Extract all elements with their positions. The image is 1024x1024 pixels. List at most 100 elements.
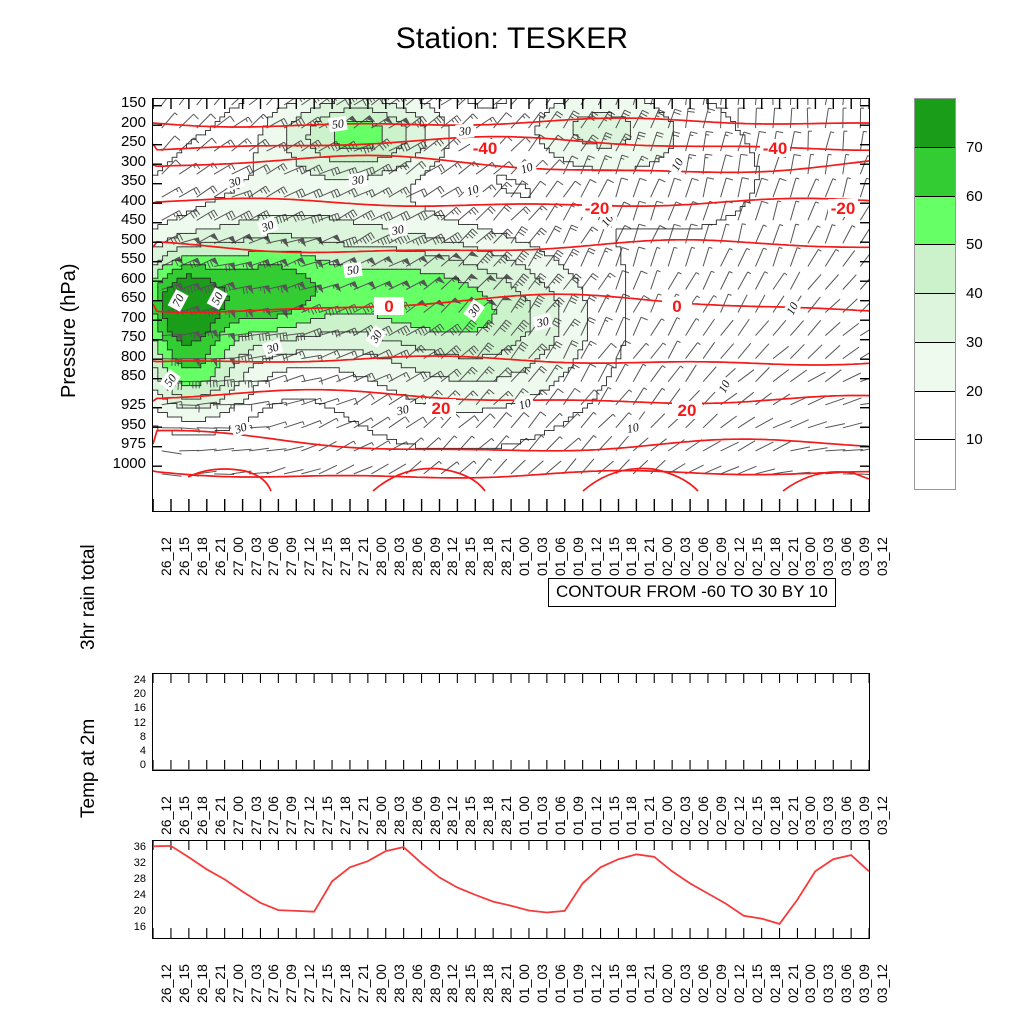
temperature-time-tick: 26_15 <box>175 964 192 1003</box>
colorbar-tick: 60 <box>966 187 983 205</box>
cross-section-time-tick: 28_21 <box>498 537 515 576</box>
pressure-tick: 550 <box>120 250 146 267</box>
rain-time-tick: 02_21 <box>784 796 801 835</box>
rain-time-tick: 28_00 <box>372 796 389 835</box>
rain-plot[interactable] <box>152 673 870 771</box>
temperature-axis-label: Temp at 2m <box>78 718 99 818</box>
pressure-tick: 450 <box>120 211 146 228</box>
pressure-tick: 850 <box>120 367 146 384</box>
pressure-tick: 350 <box>120 172 146 189</box>
temperature-time-tick: 28_12 <box>444 964 461 1003</box>
rain-time-tick: 02_00 <box>659 796 676 835</box>
temperature-time-tick: 01_18 <box>623 964 640 1003</box>
temperature-time-tick: 01_12 <box>587 964 604 1003</box>
contour-note: CONTOUR FROM -60 TO 30 BY 10 <box>548 578 836 607</box>
rain-time-tick: 03_03 <box>820 796 837 835</box>
cross-section-time-tick: 27_12 <box>301 537 318 576</box>
rain-time-tick: 03_09 <box>856 796 873 835</box>
colorbar-band <box>915 99 955 148</box>
temperature-tick: 20 <box>133 905 146 917</box>
cross-section-time-tick: 28_12 <box>444 537 461 576</box>
rain-tick: 24 <box>133 674 146 686</box>
colorbar-band <box>915 196 955 246</box>
temperature-plot[interactable] <box>152 840 870 939</box>
cross-section-time-tick: 28_09 <box>426 537 443 576</box>
cross-section-time-tick: 01_06 <box>551 537 568 576</box>
colorbar-band <box>915 294 955 343</box>
colorbar-band <box>915 391 955 441</box>
rain-tick: 8 <box>139 730 146 743</box>
pressure-tick: 750 <box>120 328 146 345</box>
rain-time-tick: 28_21 <box>498 796 515 835</box>
temperature-time-tick: 02_00 <box>659 964 676 1003</box>
temperature-time-tick: 27_12 <box>301 964 318 1003</box>
rain-tick: 16 <box>133 702 146 715</box>
temperature-canvas <box>152 841 870 938</box>
temperature-time-tick: 27_15 <box>319 964 336 1003</box>
rain-time-tick: 01_00 <box>516 796 532 835</box>
colorbar-tick: 50 <box>966 236 983 254</box>
temperature-time-tick: 27_06 <box>265 964 282 1003</box>
cross-section-y-axis: 150 200 250 300 350 400 450 500 550 600 650 700 750 8… <box>88 92 146 512</box>
cross-section-time-tick: 03_00 <box>802 537 819 576</box>
cross-section-time-tick: 03_09 <box>856 537 873 576</box>
cross-section-plot[interactable]: 50 30 30 30 10 10 10 10 30 30 70 50 50 30 30 30 50 30 30 10… <box>152 98 870 512</box>
rain-time-tick: 01_12 <box>587 796 604 835</box>
temperature-time-tick: 02_12 <box>730 964 747 1003</box>
pressure-tick: 200 <box>120 113 146 131</box>
temperature-time-tick: 03_00 <box>802 964 819 1003</box>
temperature-time-tick: 28_21 <box>498 964 515 1003</box>
cross-section-time-tick: 01_03 <box>533 537 550 576</box>
rain-x-axis: 26_12 26_15 26_18 26_21 27_00 27_03 27_06 27_09… <box>152 775 890 837</box>
cross-section-time-tick: 28_00 <box>372 537 389 576</box>
rain-time-tick: 28_15 <box>462 796 479 835</box>
page-title: Station: TESKER <box>395 22 629 55</box>
cross-section-time-tick: 27_15 <box>319 537 336 576</box>
cross-section-time-tick: 01_12 <box>587 537 604 576</box>
temperature-time-tick: 03_06 <box>838 964 855 1003</box>
temperature-time-tick: 27_18 <box>337 964 353 1003</box>
temperature-time-tick: 02_06 <box>695 964 711 1003</box>
temperature-time-tick: 02_09 <box>712 964 729 1003</box>
rain-time-tick: 27_21 <box>354 796 371 835</box>
temperature-time-tick: 27_00 <box>229 964 246 1003</box>
colorbar-tick: 40 <box>966 285 983 302</box>
rain-time-tick: 03_00 <box>802 796 819 835</box>
pressure-tick: 250 <box>120 133 146 150</box>
temperature-time-tick: 02_21 <box>784 964 801 1003</box>
rain-time-tick: 01_18 <box>623 796 640 835</box>
temperature-time-tick: 27_03 <box>247 964 264 1003</box>
temperature-tick: 24 <box>133 889 146 901</box>
rain-time-tick: 26_12 <box>158 796 174 835</box>
rain-time-tick: 26_15 <box>175 796 192 835</box>
rain-time-tick: 01_06 <box>551 796 568 835</box>
cross-section-time-tick: 02_21 <box>784 537 801 576</box>
cross-section-time-tick: 02_18 <box>766 537 783 576</box>
temperature-time-tick: 01_00 <box>516 964 532 1003</box>
temperature-time-tick: 03_03 <box>820 964 837 1003</box>
pressure-tick: 400 <box>120 191 146 209</box>
rain-time-tick: 01_21 <box>641 796 658 835</box>
rain-axis-label: 3hr rain total <box>78 544 99 650</box>
rain-time-tick: 27_06 <box>265 796 282 835</box>
rain-time-tick: 01_15 <box>605 796 622 835</box>
cross-section-time-tick: 28_06 <box>408 537 425 576</box>
temperature-time-tick: 27_21 <box>354 964 371 1003</box>
cross-section-time-tick: 27_09 <box>283 537 300 576</box>
rain-time-tick: 02_15 <box>748 796 765 835</box>
rain-time-tick: 01_03 <box>533 796 550 835</box>
temperature-time-tick: 26_21 <box>211 964 228 1003</box>
pressure-tick: 150 <box>120 94 146 111</box>
rain-canvas <box>152 674 870 771</box>
rain-time-tick: 28_18 <box>480 796 497 835</box>
temperature-time-tick: 26_18 <box>193 964 210 1003</box>
pressure-tick: 500 <box>120 230 146 248</box>
rain-time-tick: 27_09 <box>283 796 300 835</box>
cross-section-time-tick: 02_03 <box>677 537 694 576</box>
temperature-time-tick: 01_21 <box>641 964 658 1003</box>
pressure-tick: 650 <box>120 289 146 306</box>
rain-time-tick: 27_00 <box>229 796 246 835</box>
cross-section-time-tick: 27_18 <box>337 537 353 576</box>
rain-time-tick: 03_06 <box>838 796 855 835</box>
pressure-tick: 300 <box>120 152 146 170</box>
